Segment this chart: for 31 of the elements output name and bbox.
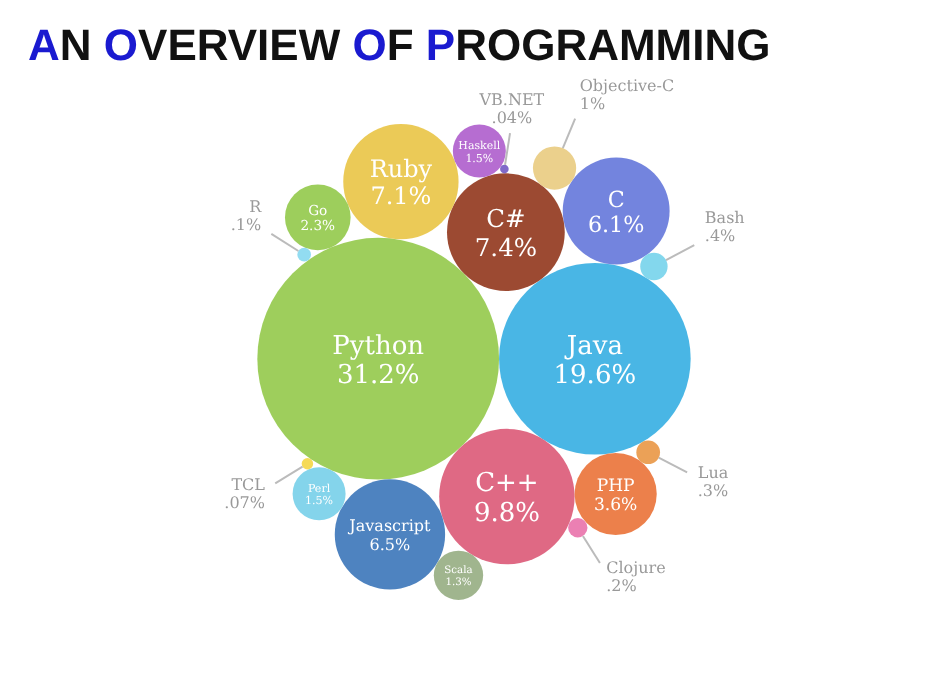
data-label: 7.4% [474,233,538,262]
data-label: 7.1% [370,182,432,211]
category-label: C++ [475,469,539,500]
data-label: .4% [704,227,737,246]
category-label: R [249,197,264,216]
text: AN OVERVIEW OF PROGRAMMING [28,20,771,70]
data-label: .2% [606,577,638,596]
data-label: 6.5% [369,535,412,554]
data-label: 31.2% [336,361,420,392]
category-label: Python [332,331,426,362]
category-label: TCL [231,475,267,494]
category-label: Bash [704,209,745,228]
category-label: Lua [697,463,729,482]
category-label: Java [562,331,624,362]
category-label: Ruby [369,154,433,183]
data-label: 1% [579,95,606,114]
category-label: Clojure [606,559,667,578]
data-label: 9.8% [473,499,540,530]
category-label: VB.NET [477,91,546,110]
data-label: .04% [491,109,534,128]
data-label: .3% [697,481,730,500]
category-label: Objective-C [579,77,675,96]
category-label: PHP [596,476,636,497]
data-label: 3.6% [593,496,638,517]
data-label: .1% [230,215,262,234]
category-label: Javascript [347,517,433,536]
data-label: 6.1% [587,212,645,239]
data-label: .07% [224,493,266,512]
data-label: 19.6% [553,361,637,392]
category-label: C# [486,205,526,234]
category-label: C [607,186,625,213]
